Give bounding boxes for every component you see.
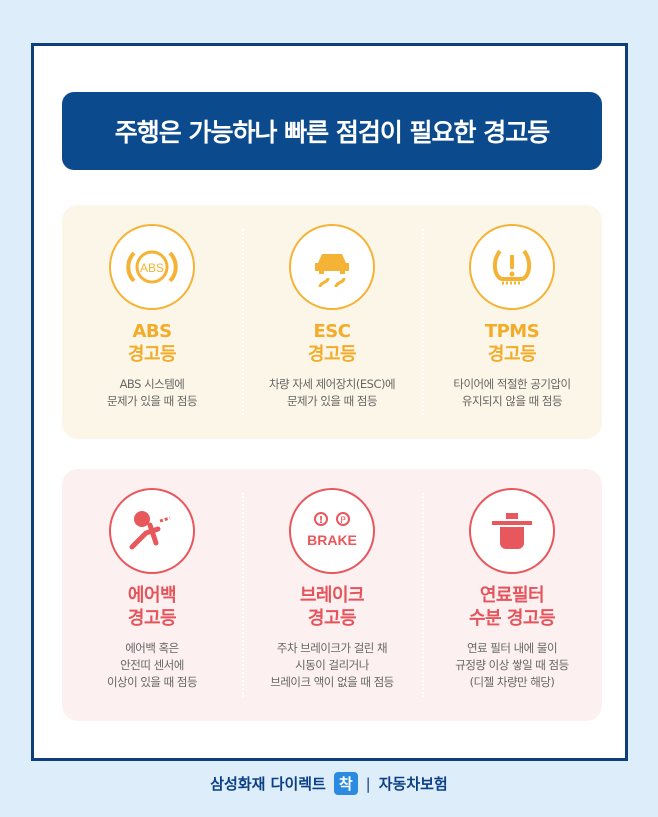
item-desc: 연료 필터 내에 물이 <box>466 641 558 655</box>
item-name-suffix: 수분 경고등 <box>468 608 556 629</box>
item-desc: 문제가 있을 때 점등 <box>286 394 378 408</box>
item-name: 에어백 <box>127 585 177 606</box>
item-name-suffix: 경고등 <box>127 608 177 629</box>
item-desc: 주차 브레이크가 걸린 채 <box>276 641 388 655</box>
item-desc: 시동이 걸리거나 <box>295 658 369 672</box>
warning-item-abs: ABS ABS 경고등 ABS 시스템에 문제가 있을 때 점등 <box>62 205 242 439</box>
item-name: 연료필터 <box>479 585 545 606</box>
esc-skid-car-icon <box>289 224 375 310</box>
infographic-frame: 주행은 가능하나 빠른 점검이 필요한 경고등 ABS ABS 경고등 ABS 시… <box>31 43 628 761</box>
abs-warning-icon: ABS <box>109 224 195 310</box>
brand-badge-logo: 착 <box>333 772 358 795</box>
brand-name: 삼성화재 다이렉트 <box>210 775 326 793</box>
item-desc: 브레이크 액이 없을 때 점등 <box>270 675 394 689</box>
svg-text:!: ! <box>319 515 324 526</box>
item-name: ESC <box>313 321 351 342</box>
item-desc: 이상이 있을 때 점등 <box>106 675 198 689</box>
brake-icon-text: BRAKE <box>307 532 357 548</box>
brake-warning-icon: ! P BRAKE <box>289 488 375 574</box>
svg-text:P: P <box>340 516 346 526</box>
item-desc: 차량 자세 제어장치(ESC)에 <box>268 377 396 391</box>
yellow-warning-panel: ABS ABS 경고등 ABS 시스템에 문제가 있을 때 점등 ESC 경고등 차량… <box>62 205 602 439</box>
item-desc: 안전띠 센서에 <box>120 658 184 672</box>
abs-icon-text: ABS <box>140 261 164 275</box>
footer-separator: | <box>365 774 371 793</box>
item-name-suffix: 경고등 <box>307 608 357 629</box>
product-name: 자동차보험 <box>378 775 448 793</box>
item-desc: ABS 시스템에 <box>119 377 185 391</box>
item-desc: 타이어에 적절한 공기압이 <box>453 377 571 391</box>
item-name: 브레이크 <box>299 585 365 606</box>
page-title: 주행은 가능하나 빠른 점검이 필요한 경고등 <box>62 92 602 170</box>
item-desc: 문제가 있을 때 점등 <box>106 394 198 408</box>
item-name-suffix: 경고등 <box>127 344 177 365</box>
item-name-suffix: 경고등 <box>487 344 537 365</box>
fuel-filter-water-icon <box>469 488 555 574</box>
item-desc: 규정량 이상 쌓일 때 점등 <box>455 658 569 672</box>
tire-pressure-icon <box>469 224 555 310</box>
item-desc: (디젤 차량만 해당) <box>469 675 555 689</box>
item-name: TPMS <box>484 321 540 342</box>
airbag-icon <box>109 488 195 574</box>
item-desc: 유지되지 않을 때 점등 <box>461 394 563 408</box>
item-desc: 에어백 혹은 <box>125 641 179 655</box>
item-name-suffix: 경고등 <box>307 344 357 365</box>
item-name: ABS <box>132 321 172 342</box>
footer-brand: 삼성화재 다이렉트 착 | 자동차보험 <box>0 772 658 795</box>
red-warning-panel: 에어백 경고등 에어백 혹은 안전띠 센서에 이상이 있을 때 점등 ! P BRAKE … <box>62 469 602 721</box>
